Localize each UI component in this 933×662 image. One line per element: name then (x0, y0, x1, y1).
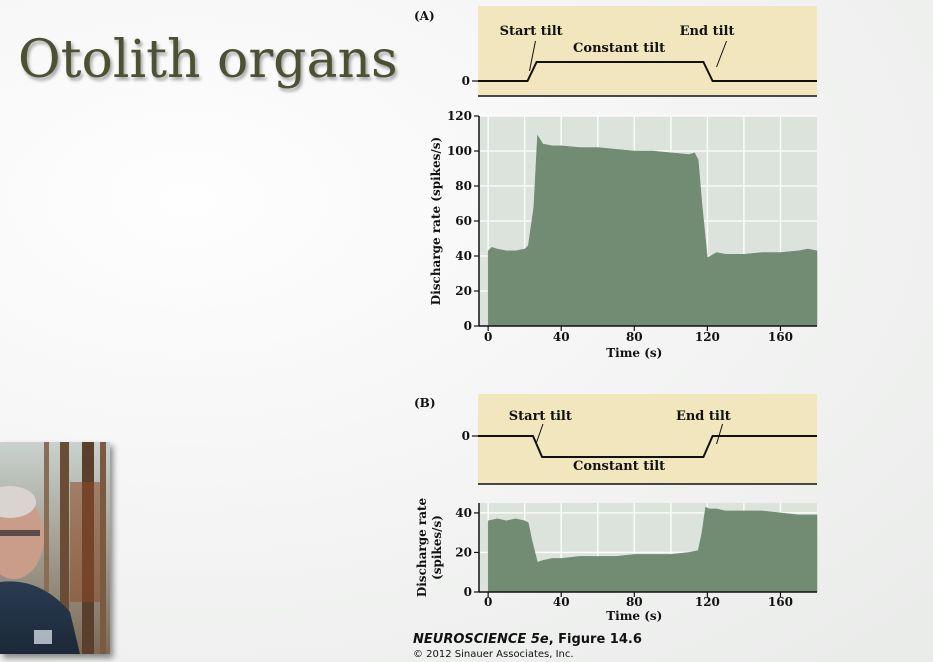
panel-b-y-title-line2: (spikes/s) (430, 515, 444, 580)
panel-b-annotation-2: Constant tilt (573, 459, 665, 474)
panel-b-annotation-3: End tilt (676, 409, 731, 424)
panel-b-start-pointer (535, 423, 544, 445)
panel-a-annotation-3: End tilt (680, 24, 735, 39)
panel-b-end-pointer (716, 423, 724, 445)
panel-a-x-title: Time (s) (606, 346, 662, 360)
panel-a-tilt-zero-label: 0 (462, 74, 470, 88)
panel-b-xtick-label-0: 0 (484, 595, 492, 609)
figure-svg: (A) 0 Start tilt Constant tilt End tilt 0 20 40… (414, 6, 818, 623)
panel-b-ytick-label-0: 0 (464, 585, 472, 599)
panel-a-ytick-label-2: 40 (455, 249, 472, 263)
panel-b-y-title-line1: Discharge rate (415, 497, 429, 597)
panel-a-xtick-label-1: 40 (553, 330, 570, 344)
panel-b-label: (B) (414, 396, 436, 410)
panel-a-ytick-label-1: 20 (455, 284, 472, 298)
panel-b-tilt-zero-label: 0 (462, 429, 470, 443)
panel-a-start-pointer (528, 40, 536, 72)
panel-a-annotation-2: Constant tilt (573, 41, 665, 56)
panel-a-label: (A) (414, 9, 435, 23)
panel-a-ytick-label-4: 80 (455, 179, 472, 193)
panel-a-ytick-label-5: 100 (447, 144, 472, 158)
panel-a-ytick-label-6: 120 (447, 109, 472, 123)
slide-title: Otolith organs (18, 30, 398, 90)
credit-title: NEUROSCIENCE 5e, Figure 14.6 (413, 632, 713, 648)
panel-b-ytick-label-1: 20 (455, 545, 472, 559)
panel-a-y-title: Discharge rate (spikes/s) (429, 137, 443, 305)
panel-b-x-title: Time (s) (606, 609, 662, 623)
panel-a-ytick-label-3: 60 (455, 214, 472, 228)
panel-b-tilt-trace (478, 435, 817, 458)
panel-b-xtick-label-3: 120 (695, 595, 720, 609)
panel-a-ytick-label-0: 0 (464, 319, 472, 333)
presenter-webcam (0, 442, 110, 654)
figure-14-6: (A) 0 Start tilt Constant tilt End tilt 0 20 40… (410, 0, 830, 662)
panel-b-xtick-label-2: 80 (626, 595, 643, 609)
credit-book: NEUROSCIENCE 5e (413, 632, 549, 647)
panel-a-end-pointer (716, 40, 728, 68)
panel-b-xtick-label-4: 160 (768, 595, 793, 609)
panel-a-discharge-area (487, 134, 818, 327)
panel-a-xtick-label-2: 80 (626, 330, 643, 344)
credit-figure: , Figure 14.6 (548, 632, 642, 647)
figure-credit: NEUROSCIENCE 5e, Figure 14.6 © 2012 Sina… (413, 632, 713, 661)
panel-a-xtick-label-3: 120 (695, 330, 720, 344)
panel-a-tilt-trace (478, 61, 817, 82)
webcam-image (0, 442, 110, 654)
panel-b-annotation-1: Start tilt (509, 409, 572, 424)
panel-a-annotation-1: Start tilt (500, 24, 563, 39)
panel-b-xtick-label-1: 40 (553, 595, 570, 609)
panel-a-xtick-label-0: 0 (484, 330, 492, 344)
panel-b-discharge-area (487, 506, 818, 593)
panel-b-ytick-label-2: 40 (455, 506, 472, 520)
panel-a-xtick-label-4: 160 (768, 330, 793, 344)
credit-copyright: © 2012 Sinauer Associates, Inc. (413, 649, 574, 660)
